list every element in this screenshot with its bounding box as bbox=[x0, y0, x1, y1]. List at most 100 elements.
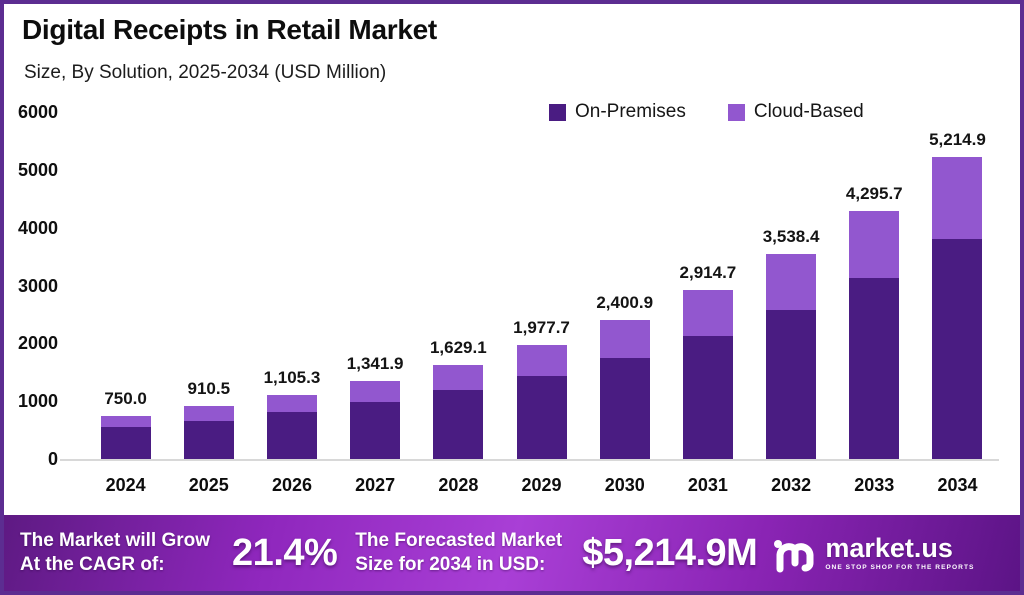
segment-on-premises bbox=[766, 309, 817, 459]
x-axis-label: 2025 bbox=[188, 475, 229, 495]
segment-on-premises bbox=[433, 390, 484, 459]
brand-tagline: ONE STOP SHOP FOR THE REPORTS bbox=[825, 563, 975, 571]
bar-total-label: 1,977.7 bbox=[513, 317, 570, 337]
segment-cloud-based bbox=[350, 381, 401, 403]
bar-group-2030: 2,400.9 bbox=[583, 112, 666, 459]
market-us-logo-icon bbox=[774, 540, 814, 573]
x-axis-label: 2029 bbox=[521, 475, 562, 495]
bar-total-label: 750.0 bbox=[104, 388, 147, 408]
x-axis-label: 2032 bbox=[771, 475, 812, 495]
cagr-label-line2: At the CAGR of: bbox=[20, 554, 165, 575]
y-tick-label: 3000 bbox=[17, 275, 58, 296]
segment-on-premises bbox=[849, 277, 900, 459]
y-tick-label: 6000 bbox=[17, 102, 58, 122]
footer-banner: The Market will Grow At the CAGR of: 21.… bbox=[4, 515, 1020, 591]
bar-group-2029: 1,977.7 bbox=[500, 112, 583, 459]
bar-group-2032: 3,538.4 bbox=[750, 112, 833, 459]
bar-total-label: 3,538.4 bbox=[762, 227, 820, 247]
x-axis-label: 2027 bbox=[355, 475, 396, 495]
segment-cloud-based bbox=[849, 210, 900, 278]
bar-group-2033: 4,295.7 bbox=[833, 112, 916, 459]
forecast-label: The Forecasted Market Size for 2034 in U… bbox=[355, 529, 562, 577]
x-axis-label: 2028 bbox=[438, 475, 479, 495]
bar-total-label: 2,914.7 bbox=[679, 263, 737, 283]
brand-name: market.us bbox=[825, 532, 953, 563]
legend-item-on-premises: On-Premises bbox=[549, 101, 686, 123]
stacked-bar bbox=[433, 364, 484, 459]
cagr-value: 21.4% bbox=[232, 531, 338, 574]
y-tick-label: 2000 bbox=[17, 333, 58, 354]
y-tick-label: 0 bbox=[47, 449, 58, 469]
segment-on-premises bbox=[266, 412, 317, 459]
segment-cloud-based bbox=[599, 320, 650, 358]
x-axis-label: 2034 bbox=[937, 475, 978, 495]
plot-area: 750.0 910.5 1,105.3 1,341.9 1,629.1 1,977.7 2,… bbox=[84, 112, 999, 459]
bar-total-label: 910.5 bbox=[187, 379, 231, 399]
stacked-bar bbox=[100, 415, 151, 459]
brand-lockup: market.us ONE STOP SHOP FOR THE REPORTS bbox=[773, 533, 974, 573]
x-axis-line bbox=[60, 459, 999, 461]
bar-group-2026: 1,105.3 bbox=[250, 112, 333, 459]
stacked-bar bbox=[183, 406, 234, 459]
legend-label: Cloud-Based bbox=[753, 101, 864, 122]
legend-item-cloud-based: Cloud-Based bbox=[727, 101, 864, 123]
x-axis-labels: 2024 2025 2026 2027 2028 2029 2030 2031 2032 2033… bbox=[84, 475, 999, 496]
segment-cloud-based bbox=[766, 254, 817, 310]
stacked-bar bbox=[849, 210, 900, 459]
bar-total-label: 4,295.7 bbox=[845, 183, 903, 203]
segment-cloud-based bbox=[682, 290, 733, 336]
stacked-bar bbox=[599, 320, 650, 459]
segment-cloud-based bbox=[183, 406, 234, 421]
bar-total-label: 5,214.9 bbox=[929, 130, 986, 150]
segment-on-premises bbox=[516, 375, 567, 459]
y-tick-label: 1000 bbox=[17, 391, 58, 412]
segment-cloud-based bbox=[932, 157, 983, 239]
stacked-bar bbox=[266, 395, 317, 459]
segment-on-premises bbox=[932, 238, 983, 459]
legend-label: On-Premises bbox=[575, 101, 686, 122]
bar-total-label: 2,400.9 bbox=[596, 293, 654, 313]
forecast-label-line2: Size for 2034 in USD: bbox=[355, 554, 546, 575]
x-axis-label: 2033 bbox=[854, 475, 895, 495]
bar-total-label: 1,341.9 bbox=[346, 354, 404, 374]
segment-on-premises bbox=[682, 335, 733, 459]
on-premises-swatch-icon bbox=[549, 103, 566, 121]
stacked-bar bbox=[932, 157, 983, 459]
segment-on-premises bbox=[350, 402, 401, 459]
bar-group-2024: 750.0 bbox=[84, 112, 167, 459]
bar-group-2034: 5,214.9 bbox=[916, 112, 999, 459]
segment-on-premises bbox=[599, 357, 650, 459]
stacked-bar bbox=[766, 254, 817, 459]
bar-group-2028: 1,629.1 bbox=[417, 112, 500, 459]
bar-group-2025: 910.5 bbox=[167, 112, 250, 459]
chart-legend: On-Premises Cloud-Based bbox=[549, 101, 864, 123]
bar-total-label: 1,629.1 bbox=[429, 337, 487, 357]
segment-on-premises bbox=[100, 427, 151, 459]
segment-cloud-based bbox=[516, 344, 567, 376]
y-tick-label: 5000 bbox=[17, 159, 58, 180]
x-axis-label: 2024 bbox=[105, 475, 146, 495]
segment-on-premises bbox=[183, 420, 234, 459]
stacked-bar bbox=[350, 381, 401, 459]
bar-group-2027: 1,341.9 bbox=[334, 112, 417, 459]
forecast-value: $5,214.9M bbox=[582, 531, 758, 574]
bar-total-label: 1,105.3 bbox=[263, 368, 321, 388]
cagr-label-line1: The Market will Grow bbox=[20, 530, 211, 552]
y-tick-label: 4000 bbox=[17, 217, 58, 238]
bar-group-2031: 2,914.7 bbox=[666, 112, 749, 459]
x-axis-label: 2026 bbox=[271, 475, 312, 495]
segment-cloud-based bbox=[433, 364, 484, 391]
stacked-bar bbox=[516, 344, 567, 459]
forecast-label-line1: The Forecasted Market bbox=[355, 530, 563, 552]
cloud-based-swatch-icon bbox=[727, 103, 745, 121]
cagr-label: The Market will Grow At the CAGR of: bbox=[20, 529, 210, 577]
page-title: Digital Receipts in Retail Market bbox=[22, 14, 437, 45]
page-subtitle: Size, By Solution, 2025-2034 (USD Millio… bbox=[24, 62, 387, 83]
x-axis-label: 2031 bbox=[687, 475, 728, 495]
brand-text: market.us ONE STOP SHOP FOR THE REPORTS bbox=[825, 532, 975, 572]
segment-cloud-based bbox=[266, 395, 317, 413]
stacked-bar bbox=[682, 290, 733, 459]
segment-cloud-based bbox=[100, 415, 151, 428]
x-axis-label: 2030 bbox=[604, 475, 645, 495]
